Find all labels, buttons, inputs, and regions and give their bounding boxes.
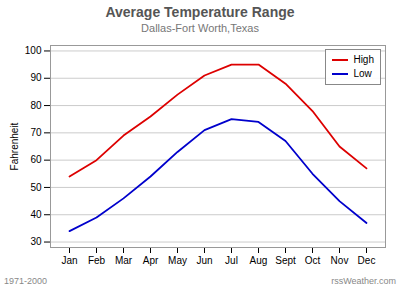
svg-text:90: 90 xyxy=(30,72,42,83)
svg-text:Mar: Mar xyxy=(115,255,133,266)
svg-text:50: 50 xyxy=(30,182,42,193)
html-text:Average Temperature Range: Average Temperature Range xyxy=(105,4,295,20)
svg-text:60: 60 xyxy=(30,154,42,165)
svg-text:Jul: Jul xyxy=(225,255,238,266)
svg-text:Fahrenheit: Fahrenheit xyxy=(9,122,20,170)
svg-text:Apr: Apr xyxy=(143,255,159,266)
svg-text:Jun: Jun xyxy=(196,255,212,266)
html-text:rssWeather.com: rssWeather.com xyxy=(331,276,396,286)
svg-text:40: 40 xyxy=(30,209,42,220)
html-text:High: High xyxy=(353,54,374,65)
html-text:Dallas-Fort Worth,Texas: Dallas-Fort Worth,Texas xyxy=(141,22,259,34)
html-text:1971-2000: 1971-2000 xyxy=(4,276,47,286)
svg-text:70: 70 xyxy=(30,127,42,138)
svg-text:Feb: Feb xyxy=(88,255,106,266)
html-text:Low: Low xyxy=(353,68,372,79)
svg-text:Oct: Oct xyxy=(305,255,321,266)
svg-text:30: 30 xyxy=(30,236,42,247)
svg-text:Nov: Nov xyxy=(331,255,349,266)
svg-text:Aug: Aug xyxy=(250,255,268,266)
svg-text:Dec: Dec xyxy=(358,255,376,266)
svg-text:Sept: Sept xyxy=(275,255,296,266)
svg-text:Jan: Jan xyxy=(61,255,77,266)
svg-text:100: 100 xyxy=(25,45,42,56)
svg-text:80: 80 xyxy=(30,100,42,111)
svg-text:May: May xyxy=(168,255,187,266)
